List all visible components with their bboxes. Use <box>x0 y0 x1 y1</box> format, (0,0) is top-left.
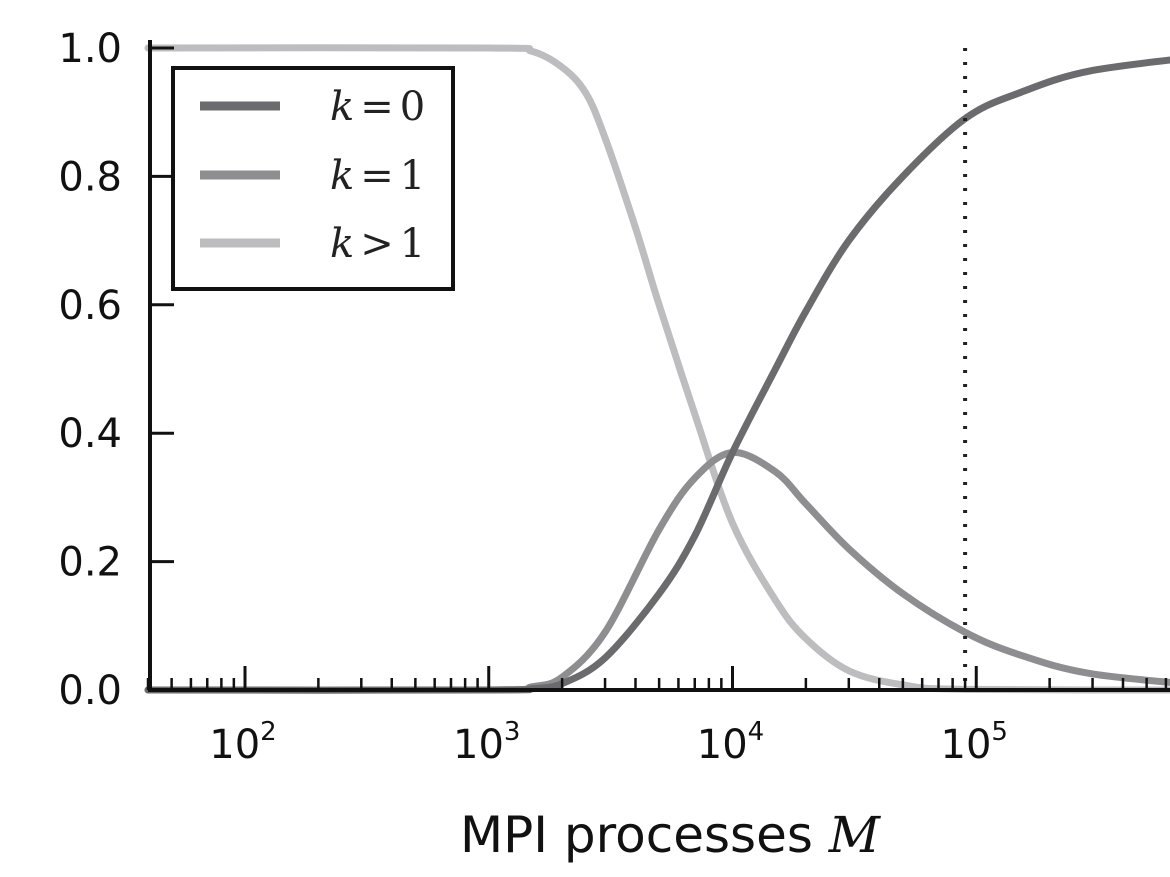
x-tick-base: 10 <box>941 722 992 768</box>
y-axis-ticks: 0.0 0.2 0.4 0.6 0.8 1.0 <box>58 26 174 714</box>
legend-entry: k >1 <box>330 221 425 267</box>
legend-variable: k <box>330 84 354 130</box>
legend-operator: > <box>360 221 394 267</box>
y-tick-label: 0.6 <box>58 283 122 329</box>
x-tick-label: 104 <box>697 717 764 768</box>
x-tick-exponent: 5 <box>991 717 1008 747</box>
series-line-k1 <box>144 448 1170 694</box>
x-axis-ticks: 1021031041051 <box>146 666 1168 768</box>
legend-value: 0 <box>400 84 425 130</box>
legend-variable: k <box>330 221 354 267</box>
x-axis-label: MPI processes <box>460 806 813 864</box>
legend-operator: = <box>360 153 394 199</box>
y-tick-label: 1.0 <box>58 26 122 72</box>
legend-variable: k <box>330 153 354 199</box>
legend-entry: k = 1 <box>330 153 425 199</box>
x-tick-label: 102 <box>209 717 276 768</box>
y-tick-label: 0.8 <box>58 154 122 200</box>
x-axis-symbol: M <box>828 806 882 864</box>
x-tick-base: 10 <box>697 722 748 768</box>
x-axis-title: MPI processes M <box>460 806 882 864</box>
x-tick-exponent: 3 <box>504 717 521 747</box>
y-tick-label: 0.4 <box>58 411 122 457</box>
legend-value: 1 <box>400 221 425 267</box>
x-tick-label: 103 <box>453 717 520 768</box>
x-tick-base: 10 <box>209 722 260 768</box>
legend-operator: = <box>360 84 394 130</box>
x-tick-exponent: 4 <box>748 717 765 747</box>
y-tick-label: 0.0 <box>58 668 122 714</box>
legend-entry: k = 0 <box>330 84 425 130</box>
legend: k = 0k = 1k >1 <box>171 66 455 291</box>
y-tick-label: 0.2 <box>58 540 122 586</box>
legend-value: 1 <box>400 153 425 199</box>
x-tick-base: 10 <box>453 722 504 768</box>
x-tick-exponent: 2 <box>260 717 277 747</box>
x-tick-label: 105 <box>941 717 1008 768</box>
